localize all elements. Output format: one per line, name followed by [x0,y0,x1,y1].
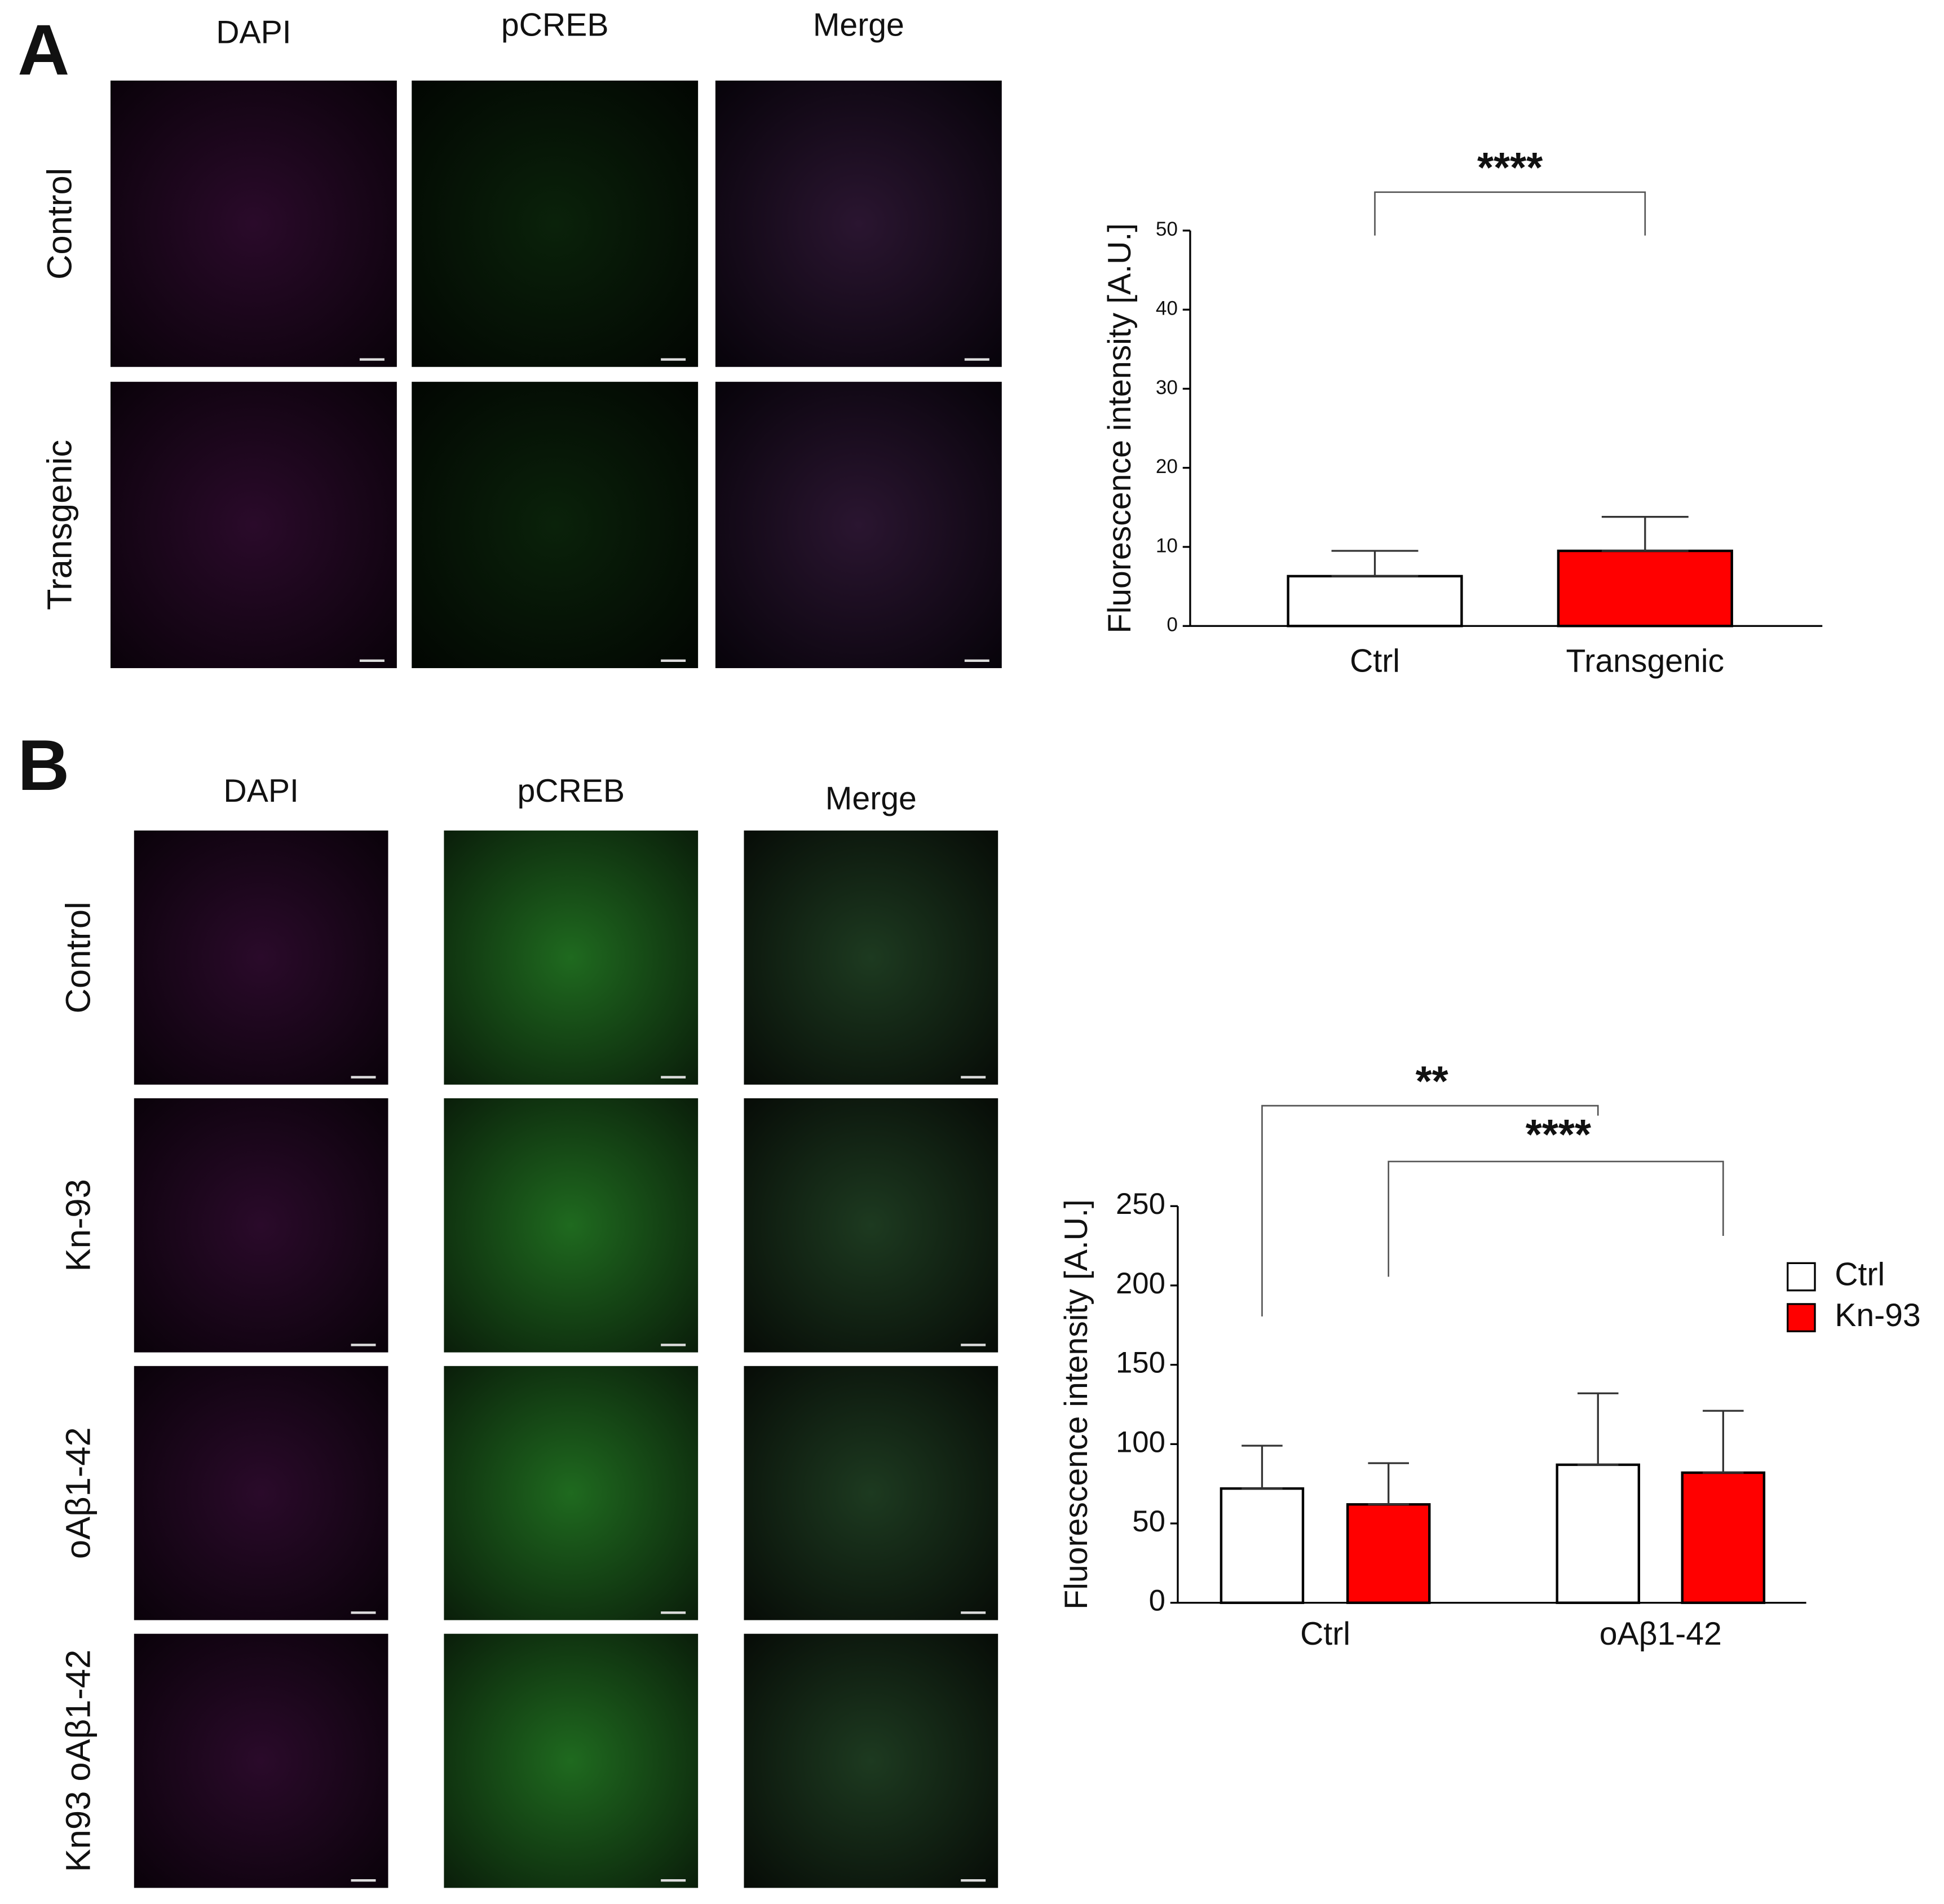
column-header: pCREB [501,7,609,43]
y-tick-label: 50 [1132,1505,1165,1538]
column-header: Merge [825,780,917,816]
y-tick-label: 0 [1149,1584,1165,1618]
micrograph [444,1098,699,1353]
significance-label: **** [1526,1111,1592,1158]
y-tick-label: 200 [1116,1267,1165,1300]
legend-swatch [1787,1303,1816,1332]
significance-bracket [1374,191,1646,236]
y-tick-label: 40 [1156,297,1178,319]
significance-bracket [1261,1105,1599,1317]
micrograph [444,830,699,1085]
x-tick-label: oAβ1-42 [1600,1616,1722,1652]
row-label: Control [59,902,98,1013]
panel-label: A [17,11,69,91]
micrograph [110,382,397,669]
micrograph [134,1366,388,1620]
micrograph [412,80,699,367]
micrograph [715,382,1002,669]
column-header: pCREB [517,773,625,809]
bar [1556,1463,1641,1604]
y-axis-label: Fluorescence intensity [A.U.] [1058,1199,1094,1609]
micrograph [715,80,1002,367]
y-tick-label: 0 [1167,614,1178,636]
micrograph [744,830,998,1085]
significance-label: ** [1416,1057,1449,1105]
column-header: Merge [813,7,904,43]
micrograph [744,1633,998,1888]
row-label: Kn-93 [59,1179,98,1271]
micrograph [134,1633,388,1888]
y-axis-label: Fluorescence intensity [A.U.] [1102,223,1138,633]
significance-label: **** [1477,144,1543,191]
y-tick-label: 30 [1156,377,1178,399]
column-header: DAPI [216,15,291,51]
bar [1681,1471,1766,1604]
legend-label: Ctrl [1835,1257,1885,1293]
micrograph [110,80,397,367]
bar [1220,1487,1305,1604]
micrograph [444,1633,699,1888]
micrograph [134,1098,388,1353]
legend-label: Kn-93 [1835,1297,1921,1333]
significance-bracket [1388,1160,1724,1277]
micrograph [412,382,699,669]
row-label: Control [41,168,79,280]
bar [1346,1503,1431,1604]
y-tick-label: 250 [1116,1187,1165,1221]
y-tick-label: 50 [1156,218,1178,240]
row-label: Transgenic [41,440,79,610]
y-tick-label: 20 [1156,456,1178,478]
y-tick-label: 10 [1156,534,1178,556]
micrograph [134,830,388,1085]
x-tick-label: Ctrl [1350,643,1400,679]
row-label: Kn93 oAβ1-42 [59,1650,98,1872]
micrograph [444,1366,699,1620]
row-label: oAβ1-42 [59,1427,98,1559]
panel-label: B [17,726,69,806]
micrograph [744,1098,998,1353]
y-tick-label: 100 [1116,1425,1165,1459]
y-tick-label: 150 [1116,1346,1165,1380]
x-tick-label: Transgenic [1566,643,1725,679]
bar [1557,549,1733,628]
column-header: DAPI [223,773,298,809]
bar [1287,575,1463,628]
legend-swatch [1787,1262,1816,1292]
x-tick-label: Ctrl [1300,1616,1350,1652]
micrograph [744,1366,998,1620]
